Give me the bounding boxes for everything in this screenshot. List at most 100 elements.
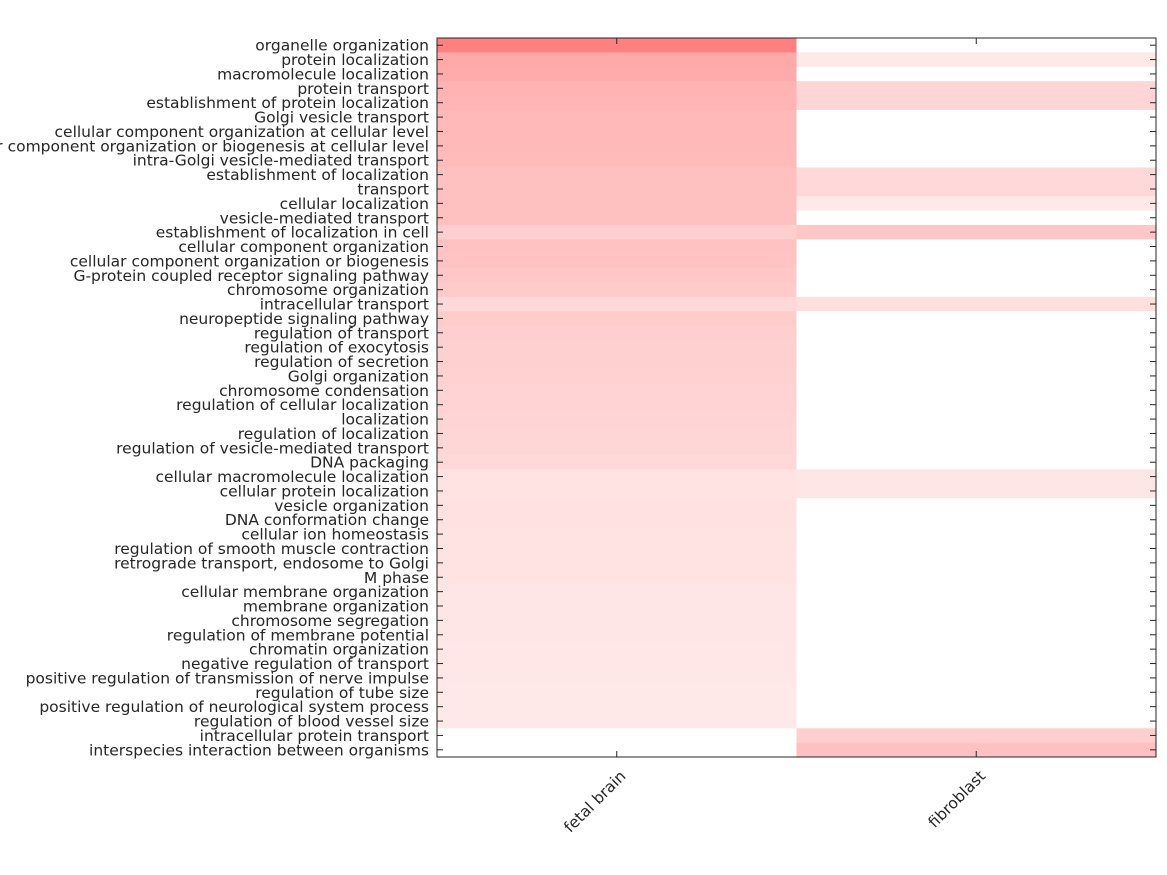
heatmap-cell <box>796 627 1157 643</box>
heatmap-cell <box>796 440 1157 456</box>
heatmap-cell <box>796 728 1157 744</box>
heatmap-cell <box>437 570 797 585</box>
row-label: cellular localization <box>280 195 429 213</box>
row-label: transport <box>357 180 429 198</box>
axis-ticks <box>437 38 1156 757</box>
row-label: organelle organization <box>255 37 429 55</box>
row-label: chromosome segregation <box>231 612 429 630</box>
heatmap-cell <box>437 512 797 528</box>
heatmap-cell <box>437 339 797 355</box>
row-label: intra-Golgi vesicle-mediated transport <box>133 152 429 170</box>
heatmap-cell <box>437 685 797 700</box>
row-label: cellular component organization at cellu… <box>55 123 429 141</box>
row-label: establishment of protein localization <box>146 94 429 112</box>
heatmap-cell <box>437 253 797 269</box>
heatmap-cell <box>796 613 1157 629</box>
row-label: regulation of exocytosis <box>244 339 429 357</box>
row-label: intracellular protein transport <box>200 727 429 745</box>
heatmap-cell <box>437 224 797 240</box>
heatmap-cell <box>796 570 1157 585</box>
row-label: retrograde transport, endosome to Golgi <box>114 554 429 572</box>
row-label: establishment of localization in cell <box>156 224 429 242</box>
column-label: fibroblast <box>925 767 989 831</box>
row-label: vesicle-mediated transport <box>220 209 429 227</box>
heatmap-cell <box>796 325 1157 341</box>
heatmap-cell <box>796 268 1157 283</box>
heatmap-cell <box>437 613 797 629</box>
heatmap-cell <box>796 38 1157 53</box>
row-label: chromosome organization <box>227 281 429 299</box>
heatmap-cell <box>437 368 797 384</box>
heatmap-cell <box>437 153 797 168</box>
heatmap-cell <box>796 469 1157 485</box>
column-labels: fetal brain fibroblast <box>561 767 990 836</box>
heatmap-cell <box>796 498 1157 514</box>
heatmap-cell <box>796 685 1157 700</box>
heatmap-cell <box>796 555 1157 571</box>
row-label: cellular component organization <box>178 238 429 256</box>
heatmap-cell <box>796 239 1157 255</box>
heatmap-cell <box>796 368 1157 384</box>
heatmap-cell <box>437 526 797 542</box>
heatmap-cell <box>437 627 797 643</box>
row-label: positive regulation of neurological syst… <box>39 698 429 716</box>
heatmap-cell <box>437 555 797 571</box>
heatmap-cell <box>437 426 797 442</box>
heatmap-cell <box>796 426 1157 442</box>
row-label: cellular membrane organization <box>181 583 429 601</box>
row-label: M phase <box>364 569 429 587</box>
heatmap-cell <box>437 81 797 97</box>
row-label: Golgi vesicle transport <box>254 109 429 127</box>
heatmap-cell <box>796 641 1157 657</box>
heatmap-cell <box>437 397 797 413</box>
heatmap-cell <box>437 181 797 197</box>
heatmap-cell <box>796 52 1157 68</box>
heatmap-cell <box>437 699 797 715</box>
heatmap-cell <box>437 311 797 327</box>
heatmap-cell <box>796 526 1157 542</box>
heatmap-cell <box>437 239 797 255</box>
row-label: protein localization <box>281 51 429 69</box>
heatmap-cell <box>796 483 1157 499</box>
row-label: intracellular transport <box>260 296 429 314</box>
heatmap-cell <box>796 296 1157 312</box>
heatmap-cell <box>796 153 1157 168</box>
row-label: regulation of cellular localization <box>176 396 429 414</box>
row-label: positive regulation of transmission of n… <box>26 669 429 687</box>
heatmap-cell <box>437 670 797 686</box>
heatmap-cell <box>796 670 1157 686</box>
row-label: neuropeptide signaling pathway <box>179 310 429 328</box>
row-label: interspecies interaction between organis… <box>89 741 429 759</box>
heatmap-cell <box>796 66 1157 82</box>
heatmap-cell <box>437 282 797 298</box>
heatmap-cell <box>437 455 797 470</box>
heatmap-cell <box>437 210 797 226</box>
heatmap-cell <box>796 383 1157 398</box>
row-label: chromatin organization <box>249 641 429 659</box>
heatmap-cell <box>796 210 1157 226</box>
row-label: cellular macromolecule localization <box>155 468 429 486</box>
heatmap-cell <box>796 455 1157 470</box>
row-label: chromosome condensation <box>219 382 429 400</box>
heatmap-cell <box>796 742 1157 758</box>
heatmap-cell <box>437 124 797 140</box>
row-label: protein transport <box>297 80 429 98</box>
heatmap-cell <box>796 354 1157 370</box>
heatmap-cell <box>437 641 797 657</box>
row-label: regulation of blood vessel size <box>194 713 429 731</box>
heatmap-cell <box>796 656 1157 672</box>
heatmap-cell <box>437 109 797 125</box>
heatmap-cell <box>796 713 1157 729</box>
heatmap-cell <box>796 138 1157 154</box>
row-label: regulation of tube size <box>255 684 429 702</box>
heatmap-cell <box>796 95 1157 111</box>
heatmap-cell <box>796 541 1157 557</box>
row-label: regulation of localization <box>238 425 429 443</box>
heatmap-cell <box>437 38 797 53</box>
heatmap-cell <box>437 138 797 154</box>
row-label: DNA conformation change <box>225 511 429 529</box>
heatmap-cell <box>437 469 797 485</box>
row-label: cellular component organization or bioge… <box>0 137 429 155</box>
heatmap-cell <box>437 584 797 600</box>
